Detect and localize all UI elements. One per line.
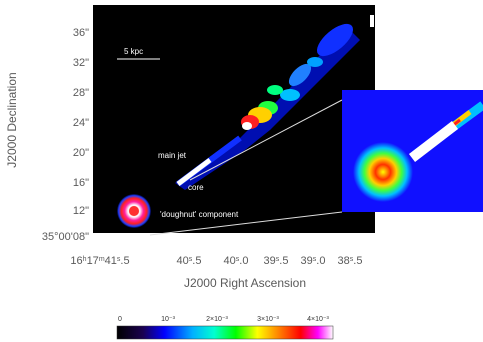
core-label: core [188,183,204,192]
beam-marker [370,15,374,27]
x-tick: 39s.0 [301,255,326,267]
y-axis-label: J2000 Declination [5,72,19,167]
x-tick: 40s.5 [177,255,202,267]
x-tick: 39s.5 [264,255,289,267]
y-tick: 35°00'08" [42,231,89,243]
x-tick: 16h17m41s.5 [70,255,129,267]
colorbar-label: 3×10⁻³ [257,316,279,323]
doughnut-label: 'doughnut' component [160,210,239,219]
y-tick: 32" [73,57,89,69]
y-tick: 12" [73,205,89,217]
colorbar-label: 10⁻³ [161,316,175,323]
x-axis-label: J2000 Right Ascension [184,276,306,290]
x-tick: 38s.5 [338,255,363,267]
main-jet-label: main jet [158,151,187,160]
inset [342,90,483,212]
colorbar-label: 2×10⁻³ [206,316,228,323]
scale-label: 5 kpc [124,47,143,56]
colorbar-label: 0 [118,316,122,323]
inset-connector-bottom [149,211,343,236]
y-ticks: 36" 32" 28" 24" 20" 16" 12" 35°00'08" [42,27,89,243]
jet-emission [175,23,360,190]
y-tick: 20" [73,147,89,159]
colorbar-label: 4×10⁻³ [307,316,329,323]
x-ticks: 16h17m41s.5 40s.5 40s.0 39s.5 39s.0 38s.… [70,255,362,267]
y-tick: 36" [73,27,89,39]
colorbar: 0 10⁻³ 2×10⁻³ 3×10⁻³ 4×10⁻³ [116,316,334,340]
y-tick: 28" [73,87,89,99]
inset-connector-top [189,99,343,181]
y-tick: 16" [73,177,89,189]
x-tick: 40s.0 [224,255,249,267]
y-tick: 24" [73,117,89,129]
colorbar-gradient [116,325,334,340]
